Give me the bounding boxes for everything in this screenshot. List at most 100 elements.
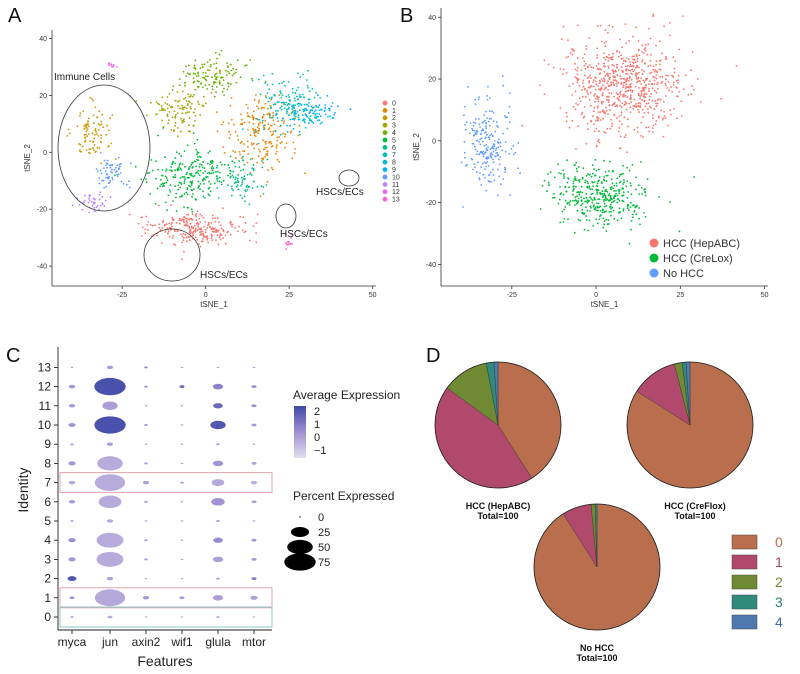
condition-point: [638, 80, 641, 82]
condition-point: [677, 95, 679, 97]
condition-point: [622, 60, 625, 62]
y-axis-label: tSNE_2: [23, 144, 32, 172]
condition-point: [517, 167, 519, 170]
cluster-3-point: [189, 105, 192, 108]
cluster-3-point: [192, 124, 195, 127]
cluster-1-point: [222, 146, 225, 149]
condition-point: [607, 101, 610, 103]
cluster-12-point: [112, 65, 114, 68]
cluster-4-point: [206, 61, 209, 63]
cluster-5-point: [210, 172, 213, 175]
cluster-1-point: [257, 130, 260, 132]
condition-point: [608, 170, 610, 173]
cluster-5-point: [207, 187, 210, 190]
cluster-1-point: [262, 148, 265, 151]
condition-point: [560, 172, 562, 175]
condition-point: [673, 67, 676, 70]
condition-point: [543, 93, 546, 96]
cluster-8-point: [315, 116, 318, 118]
identity-tick-label: 0: [44, 610, 51, 624]
condition-point: [547, 181, 550, 184]
condition-point: [625, 80, 627, 83]
size-legend-label: 0: [318, 512, 324, 524]
condition-point: [606, 127, 608, 130]
cluster-1-point: [268, 127, 271, 129]
cluster-1-point: [264, 95, 267, 97]
cluster-10-point: [111, 163, 114, 166]
condition-point: [643, 99, 646, 102]
cluster-5-point: [159, 178, 162, 181]
cluster-9-point: [312, 112, 315, 115]
expression-dot: [180, 424, 184, 426]
condition-point: [568, 201, 570, 204]
condition-point: [613, 196, 615, 199]
condition-point: [578, 194, 581, 196]
condition-point: [696, 78, 699, 80]
condition-point: [622, 164, 624, 167]
expression-dot: [216, 443, 220, 446]
condition-point: [611, 198, 613, 201]
condition-point: [464, 124, 466, 126]
cluster-4-point: [226, 62, 229, 65]
cluster-0-point: [141, 216, 143, 219]
cluster-1-point: [273, 123, 276, 126]
colorbar-tick-label: −1: [314, 445, 327, 457]
cluster-6-point: [227, 184, 229, 187]
condition-point: [501, 75, 504, 77]
condition-point: [587, 200, 590, 203]
cluster-11-point: [88, 211, 91, 214]
condition-point: [619, 180, 622, 183]
cluster-5-point: [172, 161, 175, 163]
condition-point: [594, 88, 597, 91]
cluster-3-point: [187, 103, 189, 105]
condition-point: [626, 166, 629, 169]
cluster-3-point: [161, 107, 164, 110]
cluster-5-point: [171, 163, 174, 166]
cluster-5-point: [170, 169, 173, 172]
condition-point: [650, 71, 653, 74]
cluster-6-point: [235, 181, 238, 184]
cluster-3-point: [145, 114, 148, 116]
condition-point: [658, 98, 660, 100]
cluster-0-point: [166, 227, 169, 230]
cluster-4-point: [218, 53, 221, 56]
condition-point: [627, 207, 629, 210]
condition-point: [583, 228, 586, 231]
condition-point: [642, 136, 644, 138]
cluster-5-point: [206, 176, 209, 178]
condition-point: [474, 98, 476, 101]
cluster-10-point: [113, 168, 116, 171]
cluster-8-point: [268, 97, 271, 100]
condition-point: [608, 92, 611, 94]
cluster-6-point: [241, 181, 244, 184]
cluster-2-point: [86, 135, 88, 138]
cluster-8-point: [291, 118, 294, 120]
condition-point: [652, 68, 655, 71]
pie-legend-label: 0: [775, 534, 783, 550]
cluster-5-point: [163, 182, 166, 185]
condition-point: [674, 60, 676, 62]
expression-dot: [251, 385, 257, 389]
cluster-4-point: [226, 88, 229, 91]
condition-point: [607, 31, 609, 34]
condition-point: [662, 135, 665, 138]
condition-point: [618, 211, 621, 213]
cluster-5-point: [161, 169, 164, 171]
condition-point: [607, 80, 609, 82]
cluster-3-point: [160, 105, 163, 107]
condition-point: [618, 120, 621, 122]
condition-point: [567, 177, 570, 180]
condition-point: [600, 40, 603, 43]
condition-point: [645, 84, 648, 87]
cluster-5-point: [190, 208, 193, 211]
condition-point: [628, 75, 631, 78]
cluster-4-point: [195, 75, 198, 77]
condition-point: [493, 140, 496, 142]
cluster-5-point: [150, 159, 153, 161]
cluster-5-point: [165, 181, 168, 184]
cluster-1-point: [243, 121, 246, 124]
condition-point: [618, 147, 621, 150]
cluster-6-point: [220, 181, 223, 184]
x-tick-label: -25: [117, 292, 127, 299]
